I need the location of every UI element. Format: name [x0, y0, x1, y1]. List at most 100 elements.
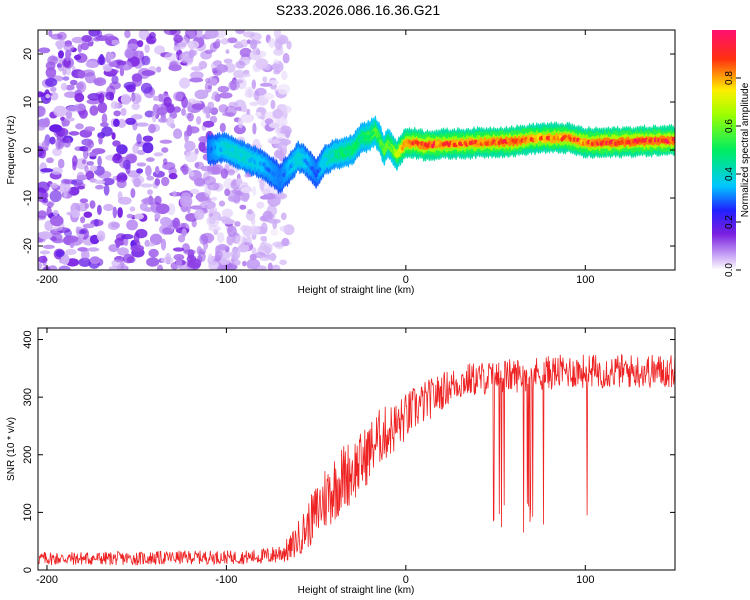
noise-blob — [77, 70, 86, 79]
noise-blob — [181, 163, 189, 176]
noise-blob — [210, 196, 218, 201]
noise-blob — [264, 118, 274, 125]
noise-blob — [239, 204, 247, 210]
noise-blob — [101, 126, 113, 137]
noise-blob — [249, 101, 259, 107]
snr-x-ticks: -200 -100 0 100 — [36, 328, 594, 586]
noise-blob — [256, 144, 263, 149]
noise-blob — [48, 30, 53, 37]
noise-blob — [165, 252, 171, 263]
noise-blob — [226, 234, 234, 246]
noise-blob — [60, 253, 70, 265]
noise-blob — [84, 165, 89, 173]
noise-blob — [72, 155, 78, 167]
noise-blob — [204, 30, 219, 39]
noise-blob — [189, 188, 200, 194]
noise-blob — [222, 112, 235, 117]
noise-blob — [94, 179, 106, 185]
noise-blob — [142, 135, 154, 142]
noise-blob — [108, 61, 118, 67]
spectrogram-x-label: Height of straight line (km) — [298, 285, 415, 296]
colorbar-label: Normalized spectral amplitude — [740, 82, 750, 217]
noise-blob — [202, 120, 215, 128]
noise-blob — [63, 186, 68, 199]
noise-blob — [116, 144, 128, 155]
noise-blob — [80, 216, 86, 224]
noise-blob — [187, 40, 200, 49]
noise-blob — [65, 111, 73, 119]
noise-blob — [131, 93, 142, 104]
noise-blob — [190, 71, 204, 80]
noise-blob — [108, 221, 120, 231]
noise-blob — [221, 218, 235, 225]
ridge-cell — [397, 150, 401, 155]
noise-blob — [198, 60, 208, 70]
noise-blob — [154, 178, 161, 186]
noise-blob — [185, 30, 197, 39]
x-tick-label: -100 — [215, 274, 237, 286]
noise-blob — [117, 118, 127, 128]
noise-blob — [130, 188, 136, 199]
ridge-cell — [282, 172, 286, 178]
noise-blob — [233, 124, 246, 135]
noise-blob — [241, 113, 254, 123]
x-tick-label: 100 — [576, 574, 594, 586]
noise-blob — [246, 258, 261, 270]
noise-blob — [111, 259, 123, 268]
noise-blob — [181, 108, 186, 116]
noise-blob — [123, 237, 129, 247]
noise-blob — [164, 52, 178, 61]
noise-blob — [52, 147, 62, 157]
noise-blob — [135, 228, 148, 239]
noise-blob — [129, 206, 136, 212]
noise-blob — [136, 133, 142, 145]
noise-blob — [89, 151, 99, 156]
noise-blob — [145, 35, 157, 45]
noise-blob — [87, 247, 100, 252]
noise-blob — [253, 90, 260, 101]
noise-blob — [147, 189, 153, 195]
noise-blob — [98, 136, 103, 145]
noise-blob — [86, 161, 94, 166]
ridge-cell — [368, 134, 372, 140]
noise-blob — [196, 116, 202, 125]
noise-blob — [93, 218, 99, 227]
ridge-cell — [373, 127, 377, 132]
noise-blob — [172, 190, 177, 197]
noise-blob — [71, 210, 81, 218]
y-tick-label: 100 — [22, 503, 34, 521]
noise-blob — [40, 191, 49, 200]
ridge-cell — [393, 149, 397, 154]
noise-blob — [208, 225, 221, 232]
noise-blob — [81, 35, 92, 43]
ridge-cell — [278, 177, 282, 182]
noise-blob — [140, 183, 153, 188]
y-tick-label: 20 — [22, 48, 34, 60]
noise-blob — [279, 259, 287, 265]
noise-blob — [81, 249, 90, 261]
noise-blob — [73, 103, 87, 112]
noise-blob — [124, 48, 135, 59]
noise-blob — [261, 188, 271, 195]
noise-blob — [207, 101, 215, 110]
ridge-cell — [350, 147, 354, 152]
spectrogram-noise-field — [38, 30, 295, 270]
noise-blob — [248, 225, 260, 236]
noise-blob — [123, 253, 134, 264]
noise-blob — [272, 108, 284, 119]
spectrogram-y-label: Frequency (Hz) — [6, 116, 17, 185]
noise-blob — [135, 122, 149, 127]
noise-blob — [82, 223, 95, 229]
noise-blob — [173, 44, 181, 52]
noise-blob — [155, 203, 170, 215]
ridge-cell — [371, 130, 376, 135]
noise-blob — [49, 136, 56, 145]
noise-blob — [187, 112, 194, 122]
noise-blob — [207, 182, 220, 191]
noise-blob — [230, 248, 241, 260]
snr-panel: -200 -100 0 100 0 100 200 300 400 Height of str… — [6, 327, 676, 596]
noise-blob — [284, 130, 291, 139]
noise-blob — [179, 77, 191, 89]
noise-blob — [199, 234, 209, 245]
noise-blob — [217, 232, 225, 243]
